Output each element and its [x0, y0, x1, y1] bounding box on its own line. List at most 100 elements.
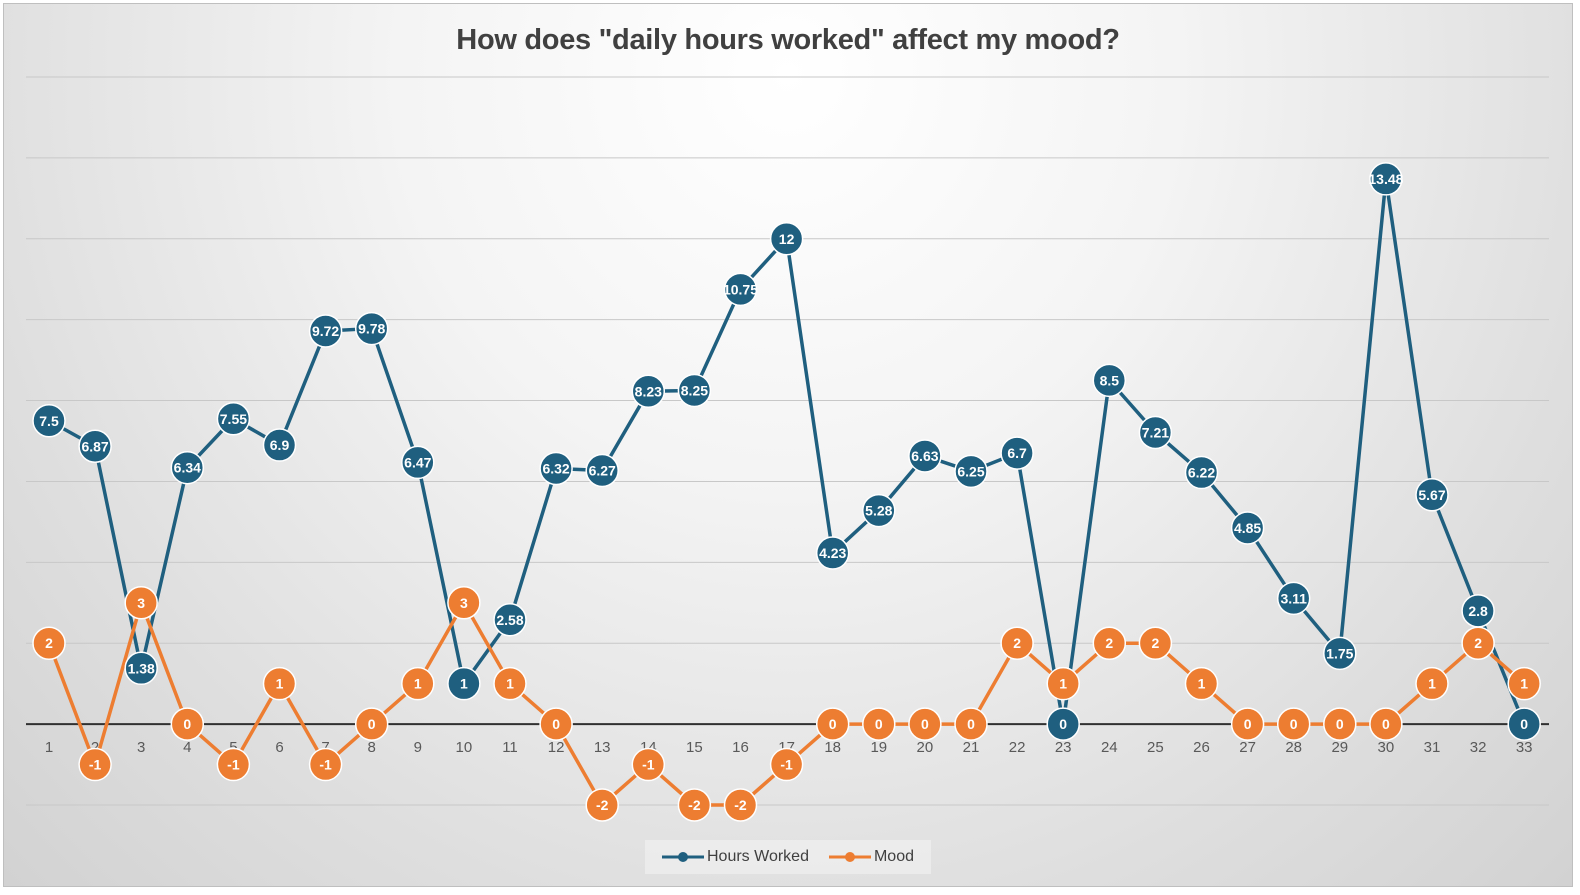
data-point-hours-worked: [401, 445, 435, 480]
data-label-mood: 3: [137, 595, 145, 611]
data-label-mood: 2: [1474, 635, 1482, 651]
data-label-hours-worked: 6.25: [957, 463, 984, 479]
x-tick-label: 11: [502, 739, 518, 756]
data-label-hours-worked: 7.55: [220, 411, 247, 427]
data-label-hours-worked: 9.72: [312, 323, 339, 339]
data-label-mood: 1: [276, 676, 284, 692]
data-label-hours-worked: 6.32: [542, 461, 569, 477]
data-label-mood: 0: [1382, 716, 1390, 732]
data-label-hours-worked: 6.22: [1188, 465, 1215, 481]
data-label-mood: 0: [552, 716, 560, 732]
data-point-hours-worked: [908, 439, 942, 473]
data-label-hours-worked: 6.27: [589, 463, 616, 479]
data-point-mood: [170, 707, 205, 741]
data-point-hours-worked: [723, 272, 758, 307]
x-tick-label: 20: [917, 739, 934, 756]
data-label-mood: 1: [1198, 676, 1206, 692]
data-label-mood: 3: [460, 595, 468, 611]
x-tick-label: 15: [686, 739, 703, 756]
data-label-hours-worked: 2.58: [496, 612, 523, 628]
data-label-mood: 2: [1013, 635, 1021, 651]
plot-area: 1 2 3 4 5 6 7 8 9 10 11 12 13 14 15 16 17 18 19 20 21 22 23 24 2…: [26, 76, 1549, 822]
data-point-mood: [815, 707, 850, 741]
data-label-mood: -1: [642, 757, 655, 773]
data-point-hours-worked: [1415, 478, 1449, 512]
data-point-hours-worked: [262, 428, 297, 462]
x-tick-label: 30: [1378, 739, 1395, 756]
x-tick-label: 8: [368, 739, 376, 756]
data-label-hours-worked: 6.87: [81, 438, 108, 454]
data-label-mood: 0: [1290, 716, 1298, 732]
data-label-mood: 1: [1520, 676, 1528, 692]
legend-swatch-hours-worked: [662, 852, 704, 862]
data-label-mood: 0: [1244, 716, 1252, 732]
data-label-hours-worked: 6.7: [1007, 445, 1027, 461]
legend-item-mood: Mood: [828, 848, 914, 866]
data-label-hours-worked: 2.8: [1468, 603, 1488, 619]
data-point-mood: [862, 707, 896, 741]
legend-swatch-mood: [828, 852, 871, 862]
data-point-hours-worked: [815, 536, 850, 570]
data-point-mood: [124, 586, 158, 620]
x-tick-label: 1: [45, 739, 53, 756]
data-point-mood: [1276, 707, 1311, 741]
x-tick-label: 12: [548, 739, 565, 756]
data-point-mood: [354, 707, 389, 741]
x-tick-label: 26: [1193, 739, 1210, 756]
data-point-mood: [769, 747, 804, 782]
data-point-hours-worked: [1230, 511, 1265, 545]
data-point-hours-worked: [954, 454, 988, 489]
x-tick-label: 21: [963, 739, 980, 756]
data-point-mood: [216, 747, 251, 782]
data-label-hours-worked: 0: [1520, 716, 1528, 732]
chart-area: How does "daily hours worked" affect my …: [3, 3, 1573, 887]
data-point-mood: [262, 666, 297, 701]
data-point-mood: [1092, 626, 1127, 660]
x-tick-label: 22: [1009, 739, 1026, 756]
data-label-mood: 1: [1428, 676, 1436, 692]
chart-title: How does "daily hours worked" affect my …: [456, 24, 1120, 56]
data-label-hours-worked: 8.25: [681, 382, 708, 398]
data-point-hours-worked: [631, 374, 666, 409]
data-point-mood: [954, 707, 988, 741]
data-label-hours-worked: 1.75: [1326, 645, 1353, 661]
data-point-hours-worked: [677, 373, 712, 408]
data-point-hours-worked: [1507, 707, 1541, 741]
data-point-hours-worked: [1276, 581, 1311, 616]
x-tick-label: 25: [1147, 739, 1164, 756]
data-label-mood: 0: [921, 716, 929, 732]
x-tick-label: 29: [1331, 739, 1348, 756]
data-label-mood: 0: [829, 716, 837, 732]
legend: Hours Worked Mood: [645, 840, 931, 874]
data-point-mood: [723, 788, 758, 822]
data-label-hours-worked: 9.78: [358, 321, 385, 337]
data-label-mood: 0: [875, 716, 883, 732]
data-point-mood: [308, 747, 343, 782]
data-label-mood: 0: [1336, 716, 1344, 732]
data-point-mood: [1369, 707, 1403, 741]
data-label-mood: -1: [89, 757, 102, 773]
data-point-hours-worked: [447, 666, 481, 701]
data-point-mood: [1230, 707, 1265, 741]
data-point-mood: [1000, 626, 1034, 660]
data-point-hours-worked: [1323, 636, 1357, 671]
data-point-mood: [447, 586, 481, 620]
data-label-mood: -2: [734, 797, 747, 813]
data-label-hours-worked: 5.67: [1418, 487, 1445, 503]
x-tick-label: 27: [1239, 739, 1256, 756]
data-point-hours-worked: [1184, 455, 1219, 490]
data-point-hours-worked: [216, 402, 251, 436]
data-point-mood: [1323, 707, 1357, 741]
data-label-hours-worked: 1: [460, 676, 468, 692]
data-label-hours-worked: 7.21: [1142, 425, 1169, 441]
x-tick-label: 4: [183, 739, 191, 756]
data-label-hours-worked: 8.23: [635, 383, 662, 399]
x-tick-label: 10: [456, 739, 473, 756]
data-label-mood: 2: [45, 635, 53, 651]
data-point-mood: [78, 747, 112, 782]
data-label-hours-worked: 4.85: [1234, 520, 1261, 536]
data-point-hours-worked: [862, 493, 896, 528]
data-label-hours-worked: 0: [1059, 716, 1067, 732]
x-tick-label: 7: [321, 739, 329, 756]
data-point-hours-worked: [539, 451, 573, 486]
